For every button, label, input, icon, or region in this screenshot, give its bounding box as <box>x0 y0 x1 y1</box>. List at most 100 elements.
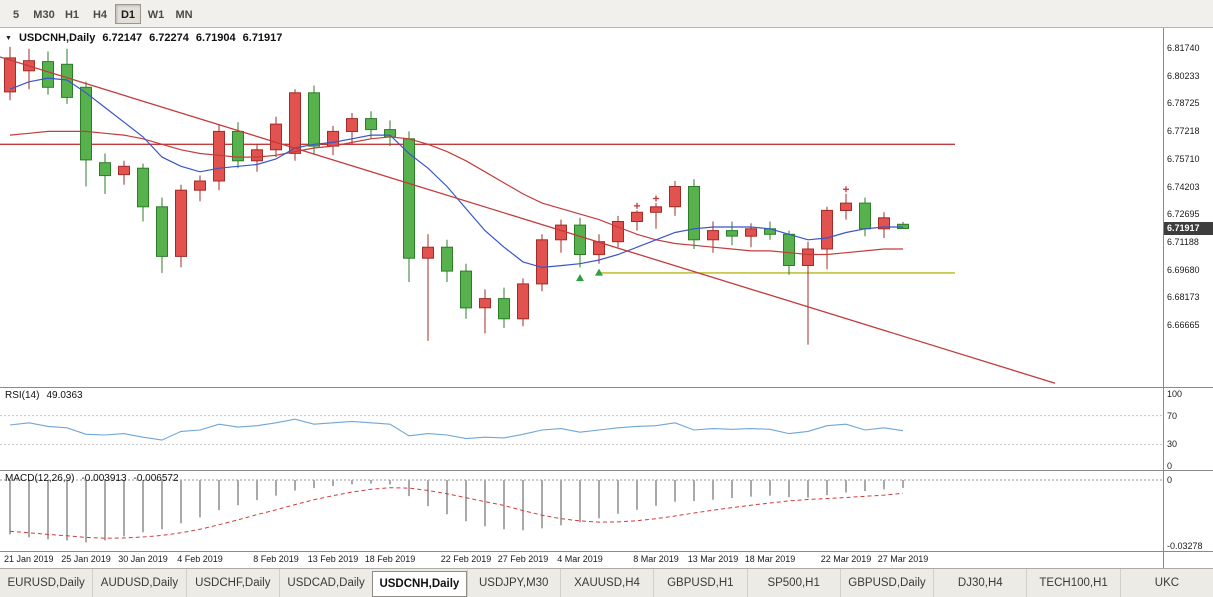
chart-tab-usdcad-daily[interactable]: USDCAD,Daily <box>278 569 372 597</box>
timeframe-button-m30[interactable]: M30 <box>33 8 55 21</box>
rsi-plot[interactable]: RSI(14) 49.0363 <box>0 388 1163 470</box>
time-axis-label: 13 Mar 2019 <box>687 554 739 564</box>
candle <box>99 153 111 194</box>
chart-tab-usdcnh-daily[interactable]: USDCNH,Daily <box>372 571 467 597</box>
macd-label: MACD(12,26,9) <box>5 473 75 484</box>
time-axis-label: 22 Feb 2019 <box>440 554 492 564</box>
candle <box>631 210 643 231</box>
rsi-axis-label: 70 <box>1167 410 1178 421</box>
macd-axis-label: -0.03278 <box>1167 541 1203 551</box>
macd-signal-line <box>9 487 904 539</box>
candle <box>156 197 168 273</box>
price-axis-label: 6.75710 <box>1167 153 1200 164</box>
descending-trendline[interactable] <box>0 56 1056 384</box>
price-axis-label: 6.68173 <box>1167 292 1200 303</box>
time-axis-label: 8 Mar 2019 <box>633 554 679 564</box>
macd-axis-label: 0 <box>1167 475 1173 485</box>
candle <box>555 219 567 253</box>
main-chart-canvas[interactable] <box>0 28 1163 387</box>
chart-tab-ukc[interactable]: UKC <box>1119 569 1213 597</box>
time-axis-label: 18 Feb 2019 <box>364 554 416 564</box>
ohlc-close: 6.71917 <box>242 32 283 44</box>
time-axis: 21 Jan 2019 25 Jan 2019 30 Jan 2019 4 Feb 2… <box>0 551 1213 568</box>
price-axis: 6.81740 6.80233 6.78725 6.77218 6.75710 6.742… <box>1163 28 1213 387</box>
chart-tab-xauusd-h4[interactable]: XAUUSD,H4 <box>559 569 653 597</box>
candle <box>175 184 187 268</box>
time-axis-label: 13 Feb 2019 <box>307 554 359 564</box>
timeframe-toolbar: 5 M30 H1 H4 D1 W1 MN <box>0 0 1213 28</box>
candle <box>764 221 776 240</box>
chart-tab-dj30-h4[interactable]: DJ30,H4 <box>933 569 1026 597</box>
timeframe-button-mn[interactable]: MN <box>175 8 193 21</box>
candle <box>137 163 149 222</box>
axis-corner <box>1163 552 1213 568</box>
candle <box>688 179 700 249</box>
chart-symbol-header: ▼ USDCNH,Daily 6.72147 6.72274 6.71904 6… <box>5 32 282 44</box>
candle <box>42 51 54 95</box>
chart-tab-usdjpy-m30[interactable]: USDJPY,M30 <box>466 569 560 597</box>
candle <box>460 263 472 319</box>
chart-tab-usdchf-daily[interactable]: USDCHF,Daily <box>185 569 279 597</box>
time-axis-label: 4 Feb 2019 <box>177 554 223 564</box>
collapse-arrow-icon[interactable]: ▼ <box>5 34 12 42</box>
candle <box>422 234 434 341</box>
rsi-axis-label: 0 <box>1167 461 1173 471</box>
price-axis-label: 6.74203 <box>1167 181 1200 192</box>
time-axis-label: 18 Mar 2019 <box>744 554 796 564</box>
time-axis-label: 27 Mar 2019 <box>877 554 929 564</box>
time-axis-label: 22 Mar 2019 <box>820 554 872 564</box>
macd-plot[interactable]: MACD(12,26,9) -0.003913 -0.006572 <box>0 471 1163 551</box>
candle <box>251 144 263 172</box>
rsi-panel: RSI(14) 49.0363 100 70 30 0 <box>0 387 1213 471</box>
ma-slow-line[interactable] <box>9 130 903 256</box>
time-axis-label: 30 Jan 2019 <box>118 554 168 564</box>
chart-tab-gbpusd-daily[interactable]: GBPUSD,Daily <box>839 569 933 597</box>
rsi-axis-label: 100 <box>1167 389 1183 399</box>
candle <box>612 215 624 248</box>
candle <box>897 221 909 230</box>
candle <box>517 278 529 327</box>
candle <box>80 81 92 187</box>
price-axis-label: 6.80233 <box>1167 70 1200 81</box>
candle <box>536 234 548 292</box>
price-axis-label: 6.66665 <box>1167 320 1200 330</box>
timeframe-button-w1[interactable]: W1 <box>147 8 165 21</box>
plus-mark-icon <box>843 186 849 193</box>
chart-tab-sp500-h1[interactable]: SP500,H1 <box>746 569 840 597</box>
time-axis-label: 21 Jan 2019 <box>4 554 54 564</box>
buy-arrow-icon <box>595 268 603 276</box>
chart-tab-eurusd-daily[interactable]: EURUSD,Daily <box>7 577 85 589</box>
candle <box>61 48 73 104</box>
candle <box>840 193 852 220</box>
candle <box>498 287 510 328</box>
rsi-line <box>9 418 904 441</box>
chart-tab-audusd-daily[interactable]: AUDUSD,Daily <box>92 569 185 597</box>
candle <box>878 212 890 238</box>
timeframe-button-h4[interactable]: H4 <box>92 8 108 21</box>
timeframe-button-h1[interactable]: H1 <box>64 8 80 21</box>
candle <box>384 120 396 147</box>
price-axis-label: 6.78725 <box>1167 98 1200 109</box>
rsi-value: 49.0363 <box>46 390 83 401</box>
candle <box>574 217 586 268</box>
macd-canvas <box>0 479 1163 543</box>
candle <box>669 181 681 216</box>
time-axis-label: 8 Feb 2019 <box>253 554 299 564</box>
candle <box>726 221 738 246</box>
macd-panel: MACD(12,26,9) -0.003913 -0.006572 0 -0.03… <box>0 470 1213 551</box>
rsi-axis: 100 70 30 0 <box>1163 388 1213 471</box>
timeframe-button-5[interactable]: 5 <box>12 8 20 21</box>
chart-tabs-bar: EURUSD,Daily AUDUSD,Daily USDCHF,Daily USDC… <box>0 568 1213 597</box>
price-axis-label: 6.77218 <box>1167 126 1200 137</box>
timeframe-button-d1[interactable]: D1 <box>115 3 141 24</box>
time-axis-label: 27 Feb 2019 <box>497 554 549 564</box>
candle <box>308 85 320 154</box>
main-chart-plot[interactable]: ▼ USDCNH,Daily 6.72147 6.72274 6.71904 6… <box>0 28 1163 387</box>
candle <box>327 125 339 156</box>
macd-title: MACD(12,26,9) -0.003913 -0.006572 <box>5 473 179 484</box>
chart-tab-gbpusd-h1[interactable]: GBPUSD,H1 <box>653 569 746 597</box>
chart-tab-tech100-h1[interactable]: TECH100,H1 <box>1026 569 1119 597</box>
main-chart-panel: ▼ USDCNH,Daily 6.72147 6.72274 6.71904 6… <box>0 28 1213 387</box>
plus-mark-icon <box>653 195 659 202</box>
